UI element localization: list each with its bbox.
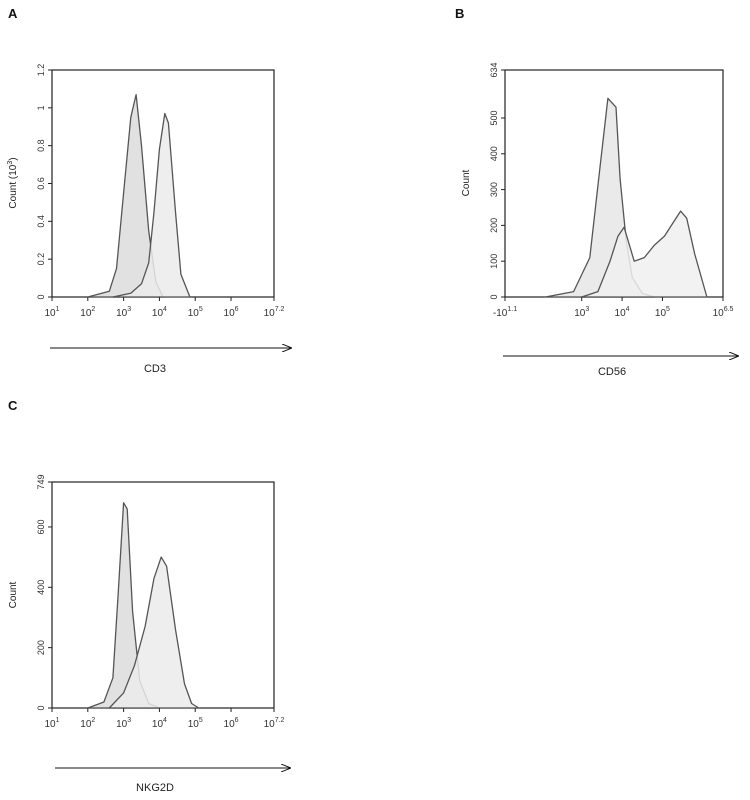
panel-a-x-tick-base: 10 <box>264 308 276 319</box>
panel-c-x-tick-label: 102 <box>80 717 95 730</box>
panel-c-y-tick-label: 0 <box>36 705 46 710</box>
panel-c-x-tick-exp: 7.2 <box>275 717 285 724</box>
panel-c-y-tick-label: 600 <box>36 519 46 534</box>
panel-b-letter: B <box>455 6 464 21</box>
panel-c-x-tick-label: 101 <box>44 717 59 730</box>
panel-a-x-tick-label: 103 <box>116 306 131 319</box>
panel-c-x-tick-exp: 5 <box>199 717 203 724</box>
panel-a-x-axis-label: CD3 <box>144 363 166 375</box>
panel-b-y-tick-label: 300 <box>489 182 499 197</box>
panel-b-y-axis-label-text: Count <box>461 169 472 196</box>
panel-c-x-tick-exp: 2 <box>91 717 95 724</box>
panel-b-x-tick-base: 10 <box>615 308 627 319</box>
panel-a-x-tick-exp: 3 <box>127 306 131 313</box>
panel-b-x-tick-base: 10 <box>655 308 667 319</box>
panel-c-x-tick-label: 107.2 <box>264 717 285 730</box>
panel-c-y-tick-label: 400 <box>36 580 46 595</box>
panel-c-x-axis-label: NKG2D <box>136 782 174 794</box>
panel-a-y-tick-label: 0.4 <box>36 215 46 228</box>
panel-a-y-tick-label: 1 <box>36 105 46 110</box>
panel-b-x-tick-label: 106.5 <box>713 306 734 319</box>
panel-c-histogram-2 <box>108 556 200 709</box>
panel-b-x-tick-exp: 3 <box>585 306 589 313</box>
panel-a-y-axis-label-exp: 3 <box>7 161 14 165</box>
panel-c-x-tick-base: 10 <box>116 719 128 730</box>
panel-a-x-tick-label: 105 <box>188 306 203 319</box>
panel-b-histogram-2 <box>581 210 708 298</box>
panel-c-y-tick-label: 749 <box>36 474 46 489</box>
panel-c-x-tick-exp: 1 <box>56 717 60 724</box>
panel-a-x-tick-exp: 5 <box>199 306 203 313</box>
panel-a-x-tick-base: 10 <box>188 308 200 319</box>
panel-a-histogram-2 <box>112 112 191 298</box>
panel-c-x-tick-label: 104 <box>152 717 167 730</box>
panel-a-y-tick-label: 0 <box>36 294 46 299</box>
panel-a-y-tick-label: 0.2 <box>36 253 46 266</box>
panel-b-x-tick-base: 10 <box>713 308 725 319</box>
panel-c-x-tick-label: 105 <box>188 717 203 730</box>
panel-a-x-tick-exp: 2 <box>91 306 95 313</box>
panel-c-y-tick-label: 200 <box>36 640 46 655</box>
panel-a-x-tick-exp: 4 <box>163 306 167 313</box>
panel-b-x-tick-label: 105 <box>655 306 670 319</box>
panel-b-y-tick-label: 634 <box>489 62 499 77</box>
panel-a-x-tick-exp: 7.2 <box>275 306 285 313</box>
panel-a-y-axis-label: Count (103) <box>7 157 19 208</box>
panel-c-y-axis-label: Count <box>8 581 19 608</box>
panel-b-y-tick-label: 400 <box>489 146 499 161</box>
panel-b-x-tick-base: -10 <box>493 308 508 319</box>
panel-b-x-tick-label: 103 <box>574 306 589 319</box>
panel-b-x-tick-exp: 1.1 <box>507 306 517 313</box>
panel-a-x-tick-base: 10 <box>80 308 92 319</box>
panel-c-x-tick-base: 10 <box>188 719 200 730</box>
panel-c-x-tick-base: 10 <box>80 719 92 730</box>
panel-c-x-tick-exp: 4 <box>163 717 167 724</box>
panel-c-x-tick-base: 10 <box>224 719 236 730</box>
panel-a-x-tick-label: 107.2 <box>264 306 285 319</box>
panel-a-x-tick-label: 104 <box>152 306 167 319</box>
panel-b-y-tick-label: 200 <box>489 218 499 233</box>
panel-a-letter: A <box>8 6 18 21</box>
panel-a-y-tick-label: 1.2 <box>36 64 46 77</box>
panel-b-x-tick-label: 104 <box>615 306 630 319</box>
panel-c-y-axis-label-text: Count <box>8 581 19 608</box>
panel-b-x-tick-exp: 4 <box>626 306 630 313</box>
panel-c-x-tick-label: 106 <box>224 717 239 730</box>
panel-a-x-tick-base: 10 <box>224 308 236 319</box>
panel-a-x-tick-exp: 1 <box>56 306 60 313</box>
panel-b-x-tick-base: 10 <box>574 308 586 319</box>
panel-b-x-tick-exp: 5 <box>666 306 670 313</box>
panel-c-x-tick-exp: 3 <box>127 717 131 724</box>
panel-a-y-tick-label: 0.8 <box>36 139 46 152</box>
panel-b-x-tick-label: -101.1 <box>493 306 517 319</box>
panel-a-x-tick-base: 10 <box>116 308 128 319</box>
panel-a-y-axis-label-close: ) <box>8 157 19 160</box>
panel-a-x-tick-label: 106 <box>224 306 239 319</box>
panel-b-x-tick-exp: 6.5 <box>724 306 734 313</box>
panel-a-x-tick-exp: 6 <box>235 306 239 313</box>
panel-c-x-tick-label: 103 <box>116 717 131 730</box>
panel-a-y-tick-label: 0.6 <box>36 177 46 190</box>
panel-c-x-tick-base: 10 <box>44 719 56 730</box>
panel-a-y-axis-label-text: Count (10 <box>8 164 19 208</box>
panel-a-x-tick-label: 102 <box>80 306 95 319</box>
panel-c-x-tick-base: 10 <box>264 719 276 730</box>
panel-a-x-tick-base: 10 <box>152 308 164 319</box>
panel-b-x-axis-label: CD56 <box>598 366 626 378</box>
panel-c-letter: C <box>8 398 18 413</box>
panel-b-y-tick-label: 500 <box>489 110 499 125</box>
panel-b-y-axis-label: Count <box>461 169 472 196</box>
panel-a-x-tick-base: 10 <box>44 308 56 319</box>
panel-a-x-tick-label: 101 <box>44 306 59 319</box>
panel-c-x-tick-exp: 6 <box>235 717 239 724</box>
panel-b-y-tick-label: 100 <box>489 254 499 269</box>
panel-c-x-tick-base: 10 <box>152 719 164 730</box>
panel-b-y-tick-label: 0 <box>489 294 499 299</box>
